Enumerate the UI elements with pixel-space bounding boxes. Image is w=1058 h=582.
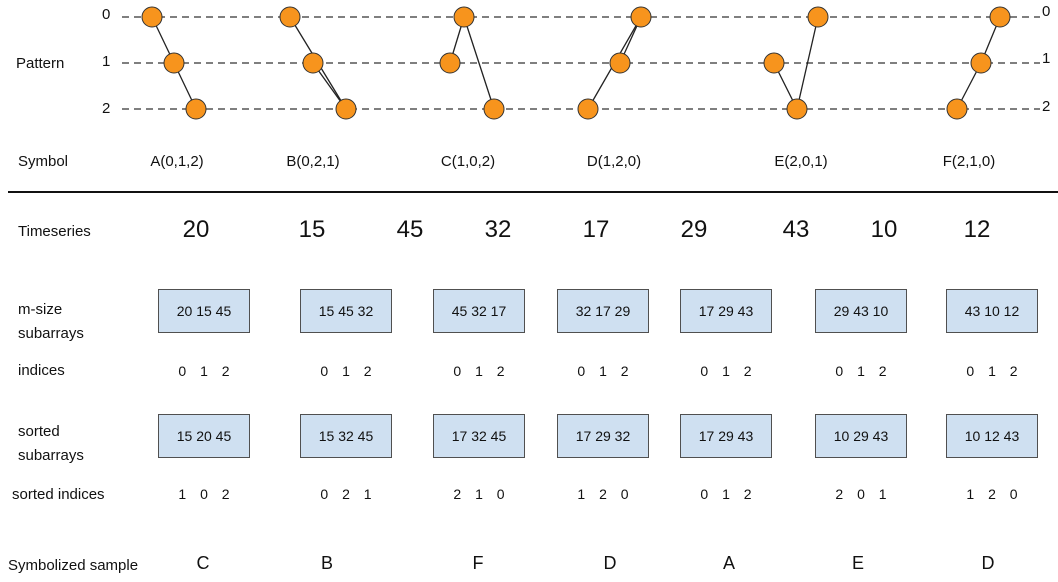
level-right-1: 1 — [1042, 50, 1051, 67]
sorted-indices-item: 2 0 1 — [835, 486, 887, 502]
symbolized-letter: C — [196, 553, 210, 573]
level-left-2: 2 — [102, 100, 111, 117]
subarray-box: 20 15 45 — [158, 289, 250, 333]
pattern-node — [609, 52, 631, 74]
timeseries-value: 12 — [963, 216, 991, 243]
sorted-indices-item: 1 0 2 — [178, 486, 230, 502]
pattern-node — [185, 98, 207, 120]
symbol-d: D(1,2,0) — [586, 153, 642, 170]
pattern-node — [786, 98, 808, 120]
subarray-box: 32 17 29 — [557, 289, 649, 333]
level-left-1: 1 — [102, 53, 111, 70]
pattern-edge — [796, 16, 819, 110]
timeseries-value: 45 — [396, 216, 424, 243]
sorted-subarrays-label-line1: sorted — [18, 423, 60, 440]
symbolized-letter: B — [320, 553, 333, 573]
indices-item: 0 1 2 — [178, 363, 230, 379]
subarray-box: 43 10 12 — [946, 289, 1038, 333]
subarray-box: 17 29 43 — [680, 289, 772, 333]
symbolized-letter: D — [603, 553, 617, 573]
pattern-node — [141, 6, 163, 28]
pattern-node — [439, 52, 461, 74]
sorted-subarray-box: 10 29 43 — [815, 414, 907, 458]
pattern-node — [763, 52, 785, 74]
sorted-subarray-box: 15 20 45 — [158, 414, 250, 458]
sorted-subarray-box: 15 32 45 — [300, 414, 392, 458]
sorted-indices-item: 0 2 1 — [320, 486, 372, 502]
indices-item: 0 1 2 — [453, 363, 505, 379]
pattern-node — [302, 52, 324, 74]
timeseries-value: 15 — [298, 216, 326, 243]
subarrays-label-line2: subarrays — [18, 325, 84, 342]
pattern-node — [970, 52, 992, 74]
subarrays-label-line1: m-size — [18, 301, 63, 318]
sorted-indices-item: 1 2 0 — [966, 486, 1018, 502]
timeseries-value: 10 — [870, 216, 898, 243]
indices-item: 0 1 2 — [320, 363, 372, 379]
subarray-box: 45 32 17 — [433, 289, 525, 333]
sorted-indices-label: sorted indices — [12, 486, 105, 503]
sorted-indices-item: 0 1 2 — [700, 486, 752, 502]
pattern-node — [946, 98, 968, 120]
indices-item: 0 1 2 — [700, 363, 752, 379]
sorted-subarrays-label-line2: subarrays — [18, 447, 84, 464]
pattern-node — [453, 6, 475, 28]
pattern-label: Pattern — [16, 55, 65, 72]
indices-label: indices — [18, 362, 65, 379]
section-divider — [8, 191, 1058, 193]
pattern-node — [279, 6, 301, 28]
indices-item: 0 1 2 — [577, 363, 629, 379]
indices-item: 0 1 2 — [966, 363, 1018, 379]
symbol-label: Symbol — [18, 153, 69, 170]
timeseries-value: 43 — [782, 216, 810, 243]
timeseries-value: 20 — [182, 216, 210, 243]
subarray-box: 29 43 10 — [815, 289, 907, 333]
symbol-c: C(1,0,2) — [440, 153, 496, 170]
pattern-node — [630, 6, 652, 28]
level-right-0: 0 — [1042, 3, 1051, 20]
sorted-subarray-box: 17 32 45 — [433, 414, 525, 458]
sorted-subarray-box: 17 29 43 — [680, 414, 772, 458]
timeseries-label: Timeseries — [18, 223, 91, 240]
symbol-a: A(0,1,2) — [150, 153, 204, 170]
level-right-2: 2 — [1042, 98, 1051, 115]
pattern-node — [577, 98, 599, 120]
sorted-indices-item: 2 1 0 — [453, 486, 505, 502]
timeseries-value: 29 — [680, 216, 708, 243]
pattern-node — [335, 98, 357, 120]
pattern-edge — [463, 16, 495, 110]
sorted-subarray-box: 10 12 43 — [946, 414, 1038, 458]
sorted-indices-item: 1 2 0 — [577, 486, 629, 502]
pattern-node — [989, 6, 1011, 28]
indices-item: 0 1 2 — [835, 363, 887, 379]
pattern-node — [163, 52, 185, 74]
symbol-b: B(0,2,1) — [286, 153, 340, 170]
symbolized-letter: F — [472, 553, 484, 573]
symbolized-letter: A — [722, 553, 735, 573]
sorted-subarray-box: 17 29 32 — [557, 414, 649, 458]
symbolized-sample-label: Symbolized sample — [8, 557, 139, 574]
ordinal-pattern-graphic — [122, 6, 1040, 120]
pattern-node — [483, 98, 505, 120]
symbol-e: E(2,0,1) — [774, 153, 828, 170]
subarray-box: 15 45 32 — [300, 289, 392, 333]
symbolized-letter: D — [981, 553, 995, 573]
symbolized-letter: E — [851, 553, 864, 573]
level-left-0: 0 — [102, 6, 111, 23]
timeseries-value: 17 — [582, 216, 610, 243]
symbol-f: F(2,1,0) — [942, 153, 996, 170]
pattern-node — [807, 6, 829, 28]
timeseries-value: 32 — [484, 216, 512, 243]
